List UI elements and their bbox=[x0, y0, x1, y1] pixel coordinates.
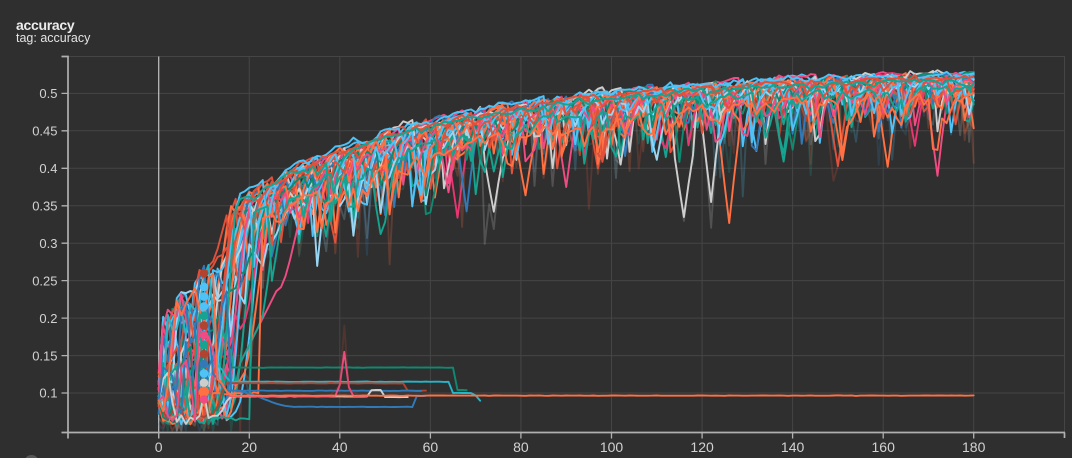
svg-text:0.5: 0.5 bbox=[39, 86, 57, 101]
svg-text:0.2: 0.2 bbox=[39, 311, 57, 326]
svg-text:0.4: 0.4 bbox=[39, 161, 57, 176]
svg-text:60: 60 bbox=[423, 439, 439, 455]
svg-text:100: 100 bbox=[600, 439, 624, 455]
svg-text:140: 140 bbox=[781, 439, 805, 455]
svg-text:0.45: 0.45 bbox=[32, 124, 57, 139]
svg-text:180: 180 bbox=[962, 439, 986, 455]
svg-text:0.35: 0.35 bbox=[32, 199, 57, 214]
svg-text:120: 120 bbox=[690, 439, 714, 455]
svg-text:40: 40 bbox=[332, 439, 348, 455]
svg-text:0.15: 0.15 bbox=[32, 348, 57, 363]
svg-text:160: 160 bbox=[872, 439, 896, 455]
svg-text:0.1: 0.1 bbox=[39, 386, 57, 401]
svg-text:0: 0 bbox=[155, 439, 163, 455]
svg-text:0.25: 0.25 bbox=[32, 273, 57, 288]
svg-text:0.3: 0.3 bbox=[39, 236, 57, 251]
svg-text:80: 80 bbox=[513, 439, 529, 455]
svg-text:20: 20 bbox=[242, 439, 258, 455]
